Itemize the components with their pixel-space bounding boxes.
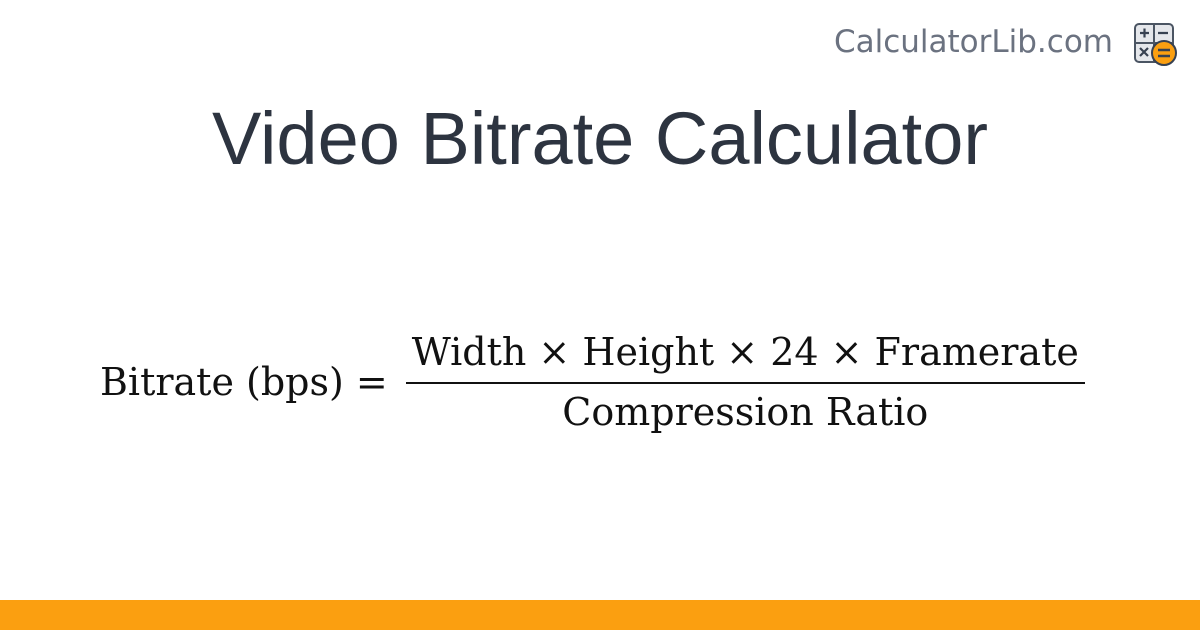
- calculator-logo-icon: [1134, 23, 1177, 66]
- formula-denominator: Compression Ratio: [562, 390, 929, 434]
- brand-name: CalculatorLib.com: [833, 24, 1113, 60]
- page-title: Video Bitrate Calculator: [211, 97, 989, 180]
- formula-numerator: Width × Height × 24 × Framerate: [405, 330, 1085, 384]
- bitrate-formula: Bitrate (bps) = Width × Height × 24 × Fr…: [100, 330, 1085, 434]
- formula-lhs: Bitrate (bps) =: [100, 360, 388, 404]
- footer-accent-bar: [0, 600, 1200, 630]
- formula-fraction: Width × Height × 24 × Framerate Compress…: [405, 330, 1085, 434]
